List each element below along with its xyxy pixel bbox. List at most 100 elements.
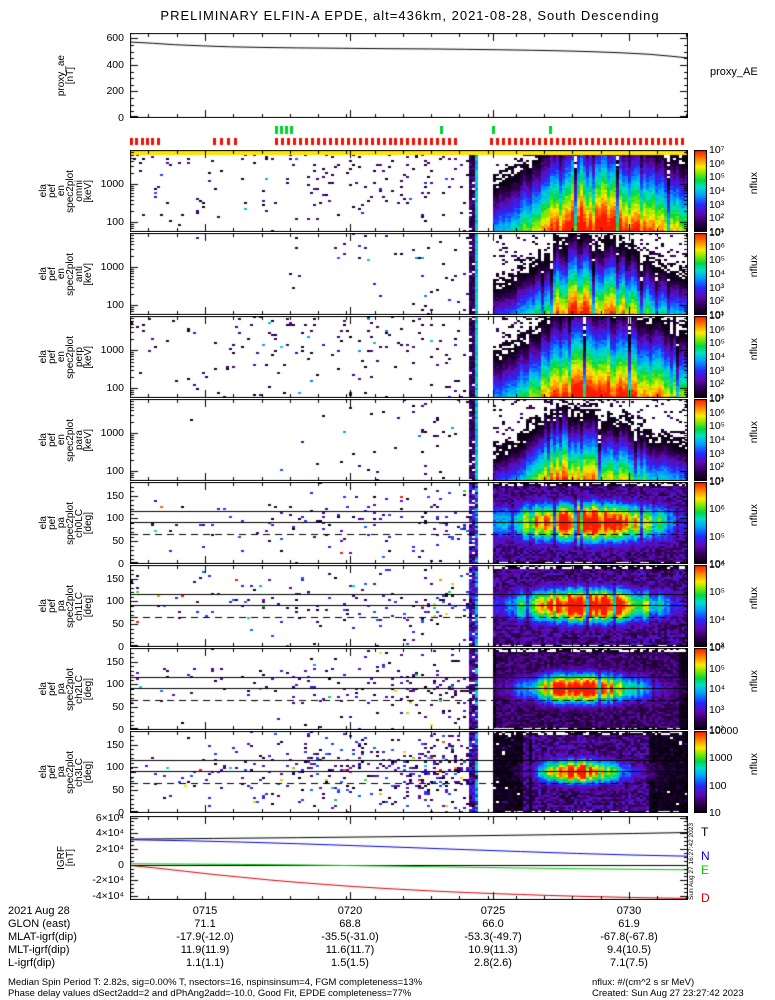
glon-value: 66.0 xyxy=(482,918,504,930)
y-tick-label: 4×10⁴ xyxy=(95,827,124,840)
igrf-series-label-t: T xyxy=(701,825,709,840)
colorbar-tick-label: 10⁴ xyxy=(709,351,726,363)
y-tick-label: 100 xyxy=(106,465,124,478)
bottom-axis-row-label: L-igrf(dip) xyxy=(8,957,56,969)
spectrogram-canvas-ch2lc xyxy=(130,648,688,730)
mlt-value: 10.9(11.3) xyxy=(468,944,518,956)
footer-nflux-units-note: nflux: #/(cm^2 s sr MeV) xyxy=(592,977,695,988)
colorbar-tick-label: 10⁴ xyxy=(709,683,726,695)
panel-pa-ch2lc: ela pef pa spec2plot ch2LC [deg] nflux xyxy=(0,648,775,730)
colorbar-unit-label: nflux xyxy=(748,172,760,195)
colorbar-tick-label: 10⁴ xyxy=(709,268,726,280)
proxy-y-axis-label: proxy_ae [nT] xyxy=(40,33,92,118)
colorbar-tick-label: 10² xyxy=(709,295,725,308)
y-tick-label: 150 xyxy=(106,655,124,668)
glon-value: 71.1 xyxy=(194,918,216,930)
igrf-series-label-e: E xyxy=(701,862,710,877)
bottom-axis-row-glon: GLON (east) 71.1 68.8 66.0 61.9 xyxy=(0,918,775,931)
colorbar-tick-label: 10⁶ xyxy=(709,157,726,170)
y-tick-label: 100 xyxy=(106,678,124,691)
panel-proxy-ae: proxy_ae [nT] proxy_AE xyxy=(0,33,775,118)
lshell-value: 7.1(7.5) xyxy=(610,957,648,969)
bottom-axis-row-mlat: MLAT-igrf(dip) -17.9(-12.0) -35.5(-31.0)… xyxy=(0,931,775,944)
spectrogram-canvas-anti xyxy=(130,233,688,315)
glon-value: 61.9 xyxy=(618,918,640,930)
colorbar-tick-label: 10³ xyxy=(709,364,725,377)
y-tick-label: 100 xyxy=(106,382,124,395)
colorbar-tick-label: 10⁶ xyxy=(709,503,726,516)
colorbar-tick-label: 10⁵ xyxy=(709,662,726,675)
colorbar-tick-label: 10¹ xyxy=(709,226,725,238)
y-tick-label: 2×10⁴ xyxy=(95,842,124,855)
y-tick-label: 1000 xyxy=(100,427,124,440)
lshell-value: 1.1(1.1) xyxy=(186,957,224,969)
panel-en-anti: ela pef en spec2plot anti [keV] nflux xyxy=(0,233,775,315)
colorbar-ch0lc xyxy=(694,482,707,564)
lshell-value: 1.5(1.5) xyxy=(331,957,369,969)
colorbar-unit-label: nflux xyxy=(748,338,760,361)
colorbar-ch3lc xyxy=(694,731,707,813)
colorbar-tick-label: 10⁵ xyxy=(709,254,726,267)
y-tick-label: 50 xyxy=(112,618,124,631)
colorbar-tick-label: 10⁷ xyxy=(709,393,725,405)
y-tick-label: 6×10⁴ xyxy=(95,811,124,824)
colorbar-tick-label: 10⁷ xyxy=(709,310,725,322)
y-tick-label: 0 xyxy=(118,807,124,819)
y-tick-label: 1000 xyxy=(100,261,124,274)
lshell-value: 2.8(2.6) xyxy=(474,957,512,969)
colorbar-tick-label: 10 xyxy=(709,807,721,819)
time-tick-label: 0725 xyxy=(480,905,506,917)
y-tick-label: 100 xyxy=(106,512,124,525)
colorbar-unit-label: nflux xyxy=(748,753,760,776)
mlt-value: 11.6(11.7) xyxy=(325,944,375,956)
y-tick-label: 150 xyxy=(106,572,124,585)
proxy-ae-series-label: proxy_AE xyxy=(710,66,758,78)
colorbar-tick-label: 10³ xyxy=(709,198,725,211)
colorbar-tick-label: 10⁵ xyxy=(709,337,726,350)
y-tick-label: 200 xyxy=(106,85,124,98)
colorbar-tick-label: 10² xyxy=(709,378,725,391)
proxy-ae-line-plot-canvas xyxy=(130,33,688,118)
bottom-axis-row-mlt: MLT-igrf(dip) 11.9(11.9) 11.6(11.7) 10.9… xyxy=(0,944,775,957)
colorbar-para xyxy=(694,399,707,481)
y-tick-label: 100 xyxy=(106,595,124,608)
mlat-value: -53.3(-49.7) xyxy=(464,931,522,943)
colorbar-tick-label: 10¹ xyxy=(709,309,725,321)
colorbar-anti xyxy=(694,233,707,315)
panel-en-perp: ela pef en spec2plot perp [keV] nflux xyxy=(0,316,775,398)
colorbar-tick-label: 10³ xyxy=(709,641,725,653)
colorbar-tick-label: 10⁴ xyxy=(709,185,726,197)
colorbar-unit-label: nflux xyxy=(748,255,760,278)
footer-phase-delay-note: Phase delay values dSect2add=2 and dPhAn… xyxy=(8,988,412,999)
bottom-axis-row-label: MLT-igrf(dip) xyxy=(8,944,70,956)
y-tick-label: 1000 xyxy=(100,344,124,357)
quality-marks-canvas xyxy=(130,126,688,148)
panel-pa-ch3lc: ela pef pa spec2plot ch3LC [deg] nflux xyxy=(0,731,775,813)
colorbar-tick-label: 10⁶ xyxy=(709,240,726,253)
bottom-axis-row-lshell: L-igrf(dip) 1.1(1.1) 1.5(1.5) 2.8(2.6) 7… xyxy=(0,957,775,970)
bottom-axis-row-label: MLAT-igrf(dip) xyxy=(8,931,77,943)
mlat-value: -67.8(-67.8) xyxy=(600,931,658,943)
panel-pa-ch1lc: ela pef pa spec2plot ch1LC [deg] nflux xyxy=(0,565,775,647)
spectrogram-canvas-ch0lc xyxy=(130,482,688,564)
colorbar-tick-label: 10² xyxy=(709,724,725,736)
y-tick-label: 50 xyxy=(112,535,124,548)
y-tick-label: 0 xyxy=(118,558,124,570)
spectrogram-canvas-ch3lc xyxy=(130,731,688,813)
time-tick-label: 0715 xyxy=(192,905,218,917)
mlat-value: -35.5(-31.0) xyxy=(321,931,379,943)
colorbar-tick-label: 10⁶ xyxy=(709,642,726,654)
panel-pa-ch0lc: ela pef pa spec2plot ch0LC [deg] nflux xyxy=(0,482,775,564)
spectrogram-canvas-omni xyxy=(130,150,688,232)
colorbar-unit-label: nflux xyxy=(748,421,760,444)
bottom-axis-row-label: GLON (east) xyxy=(8,918,71,930)
y-tick-label: 0 xyxy=(118,112,124,124)
colorbar-tick-label: 10⁵ xyxy=(709,420,726,433)
colorbar-tick-label: 10³ xyxy=(709,703,725,716)
colorbar-perp xyxy=(694,316,707,398)
colorbar-tick-label: 10³ xyxy=(709,281,725,294)
igrf-line-plot-canvas xyxy=(130,816,688,900)
colorbar-tick-label: 10⁴ xyxy=(709,613,726,626)
spectrogram-canvas-ch1lc xyxy=(130,565,688,647)
